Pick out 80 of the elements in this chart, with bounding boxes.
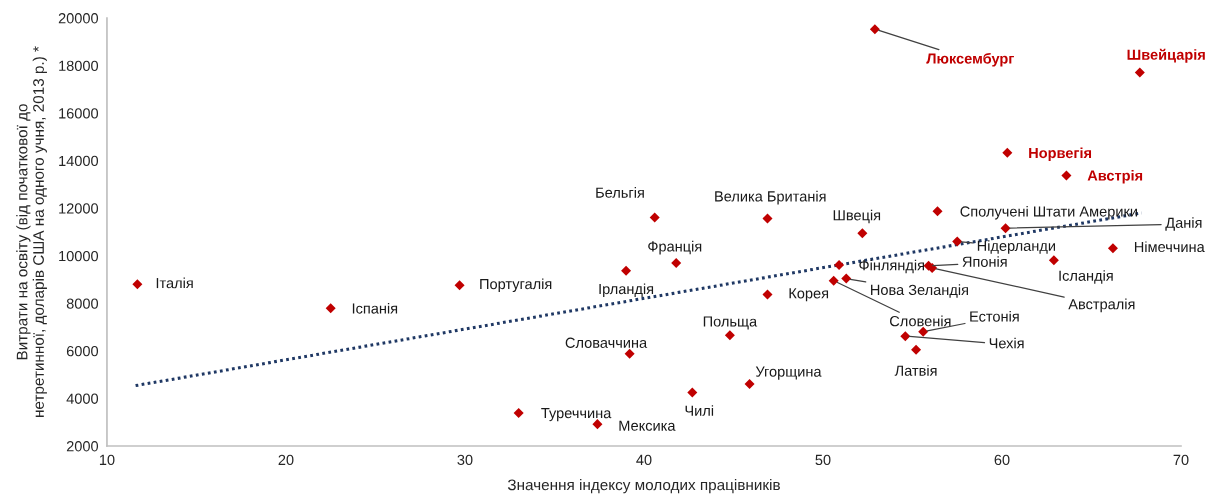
annotation: Фінляндія bbox=[859, 259, 924, 274]
annotation: Естонія bbox=[970, 310, 1019, 322]
x-tick-label: 70 bbox=[1173, 454, 1189, 466]
y-tick-label: 2000 bbox=[66, 441, 99, 452]
annotation: Бельгія bbox=[596, 187, 644, 198]
point bbox=[834, 260, 845, 271]
annotation: Норвегія bbox=[1029, 147, 1092, 162]
y-tick-label: 20000 bbox=[58, 13, 99, 24]
annotation: Чехія bbox=[989, 337, 1024, 349]
y-axis-title: Витрати на освіту (від початкової до нетретинної, доларів США на одного учня, 2013 р.) * bbox=[16, 46, 47, 417]
annotation: Італія bbox=[156, 277, 193, 289]
point bbox=[325, 303, 336, 314]
point bbox=[132, 279, 143, 290]
annotation: Туреччина bbox=[541, 408, 612, 422]
y-tick-label: 10000 bbox=[59, 250, 99, 262]
annotation: Мексика bbox=[619, 420, 676, 431]
point bbox=[454, 280, 465, 291]
annotation: Угорщина bbox=[755, 366, 822, 380]
x-tick-label: 20 bbox=[278, 454, 294, 466]
x-tick-label: 50 bbox=[815, 454, 831, 466]
annotation: Португалія bbox=[480, 278, 552, 293]
annotation: Люксембург bbox=[926, 52, 1014, 67]
y-tick-label: 14000 bbox=[59, 155, 99, 167]
annotation: Велика Британія bbox=[715, 190, 826, 205]
annotation: Ісландія bbox=[1059, 270, 1113, 284]
point bbox=[649, 212, 660, 223]
point bbox=[1107, 243, 1118, 254]
annotation: Франція bbox=[648, 240, 702, 255]
point bbox=[762, 213, 773, 224]
annotation: Швейцарія bbox=[1127, 48, 1205, 63]
point bbox=[1000, 223, 1011, 234]
annotation: Німеччина bbox=[1134, 241, 1205, 253]
point bbox=[744, 378, 755, 389]
annotation: Сполучені Штати Америки bbox=[960, 205, 1137, 220]
annotation: Нідерланди bbox=[977, 240, 1055, 254]
point bbox=[724, 330, 735, 341]
annotation: Іспанія bbox=[352, 302, 398, 314]
x-tick-label: 60 bbox=[994, 454, 1010, 466]
annotation: Данія bbox=[1165, 217, 1202, 231]
point bbox=[911, 344, 922, 355]
point bbox=[1134, 67, 1145, 78]
y-tick-label: 6000 bbox=[66, 346, 99, 357]
y-tick-label: 12000 bbox=[59, 203, 99, 214]
annotation: Ірландія bbox=[599, 283, 654, 298]
point bbox=[621, 265, 632, 276]
y-tick-label: 16000 bbox=[59, 108, 99, 119]
point bbox=[932, 206, 943, 217]
point bbox=[828, 275, 839, 286]
annotation: Австралія bbox=[1068, 298, 1135, 313]
annotation: Корея bbox=[789, 288, 829, 302]
x-tick-label: 30 bbox=[457, 454, 473, 466]
annotation: Словенія bbox=[890, 315, 951, 327]
point bbox=[869, 24, 880, 35]
y-tick-label: 8000 bbox=[66, 298, 99, 309]
y-tick-label: 4000 bbox=[66, 393, 99, 404]
point bbox=[841, 273, 852, 284]
point bbox=[513, 407, 524, 418]
annotation: Латвія bbox=[894, 365, 937, 376]
x-tick-label: 10 bbox=[99, 454, 115, 466]
x-tick-label: 40 bbox=[636, 454, 652, 466]
point bbox=[918, 326, 929, 337]
annotation: Нова Зеландія bbox=[871, 284, 968, 298]
y-tick-label: 18000 bbox=[59, 60, 99, 71]
point bbox=[900, 331, 911, 342]
annotation: Японія bbox=[962, 256, 1007, 267]
x-axis-title: Значення індексу молодих працівників bbox=[507, 479, 780, 494]
point bbox=[671, 257, 682, 268]
point bbox=[687, 387, 698, 398]
point bbox=[857, 228, 868, 239]
annotation: Польща bbox=[703, 316, 758, 330]
point bbox=[1061, 170, 1072, 181]
annotation: Австрія bbox=[1087, 170, 1143, 184]
annotation: Словаччина bbox=[565, 337, 648, 348]
point bbox=[624, 348, 635, 359]
point bbox=[762, 289, 773, 300]
point bbox=[1002, 147, 1013, 158]
annotation: Швеція bbox=[833, 209, 881, 224]
point bbox=[1048, 255, 1059, 266]
annotation: Чилі bbox=[685, 405, 714, 416]
point bbox=[952, 236, 963, 247]
